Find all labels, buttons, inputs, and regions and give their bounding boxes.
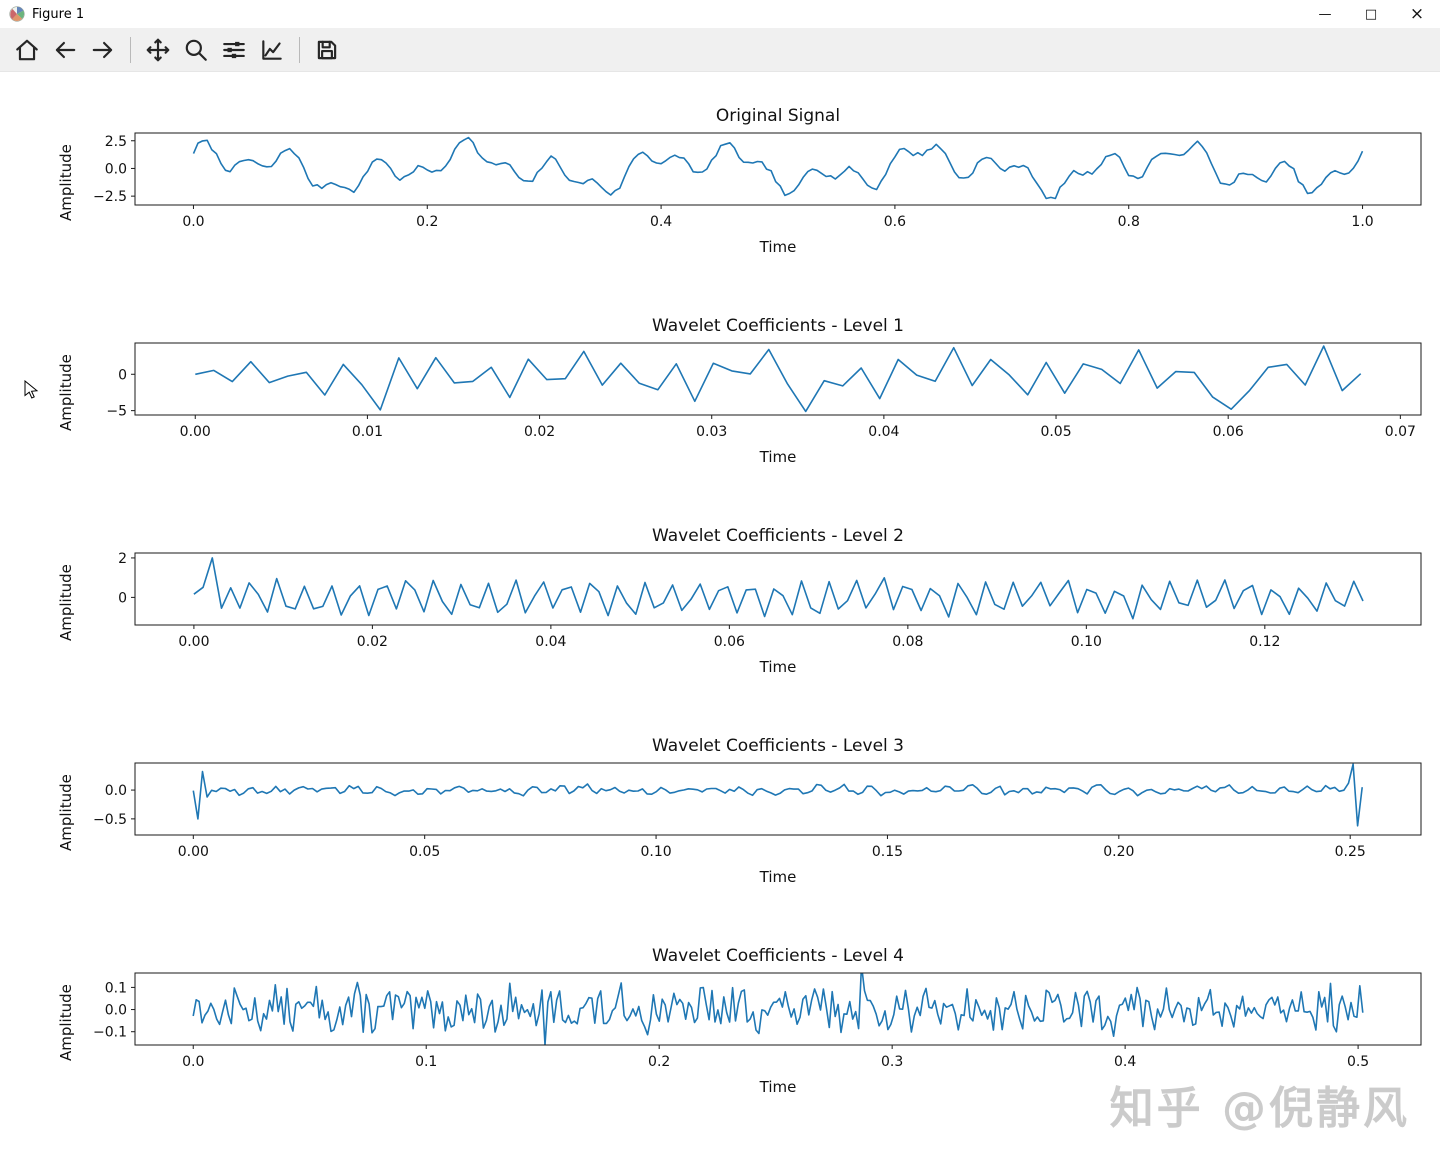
svg-text:0.06: 0.06 (714, 634, 745, 650)
svg-text:0.10: 0.10 (1071, 634, 1102, 650)
axes-wavelet-level-2[interactable]: 0.00 0.02 0.04 0.06 0.08 0.10 0.12 2 0 (0, 551, 1440, 655)
y-axis-label: Amplitude (57, 774, 75, 852)
svg-text:0.5: 0.5 (1347, 1054, 1369, 1070)
x-axis-label: Time (759, 1078, 797, 1096)
svg-text:0.02: 0.02 (524, 424, 555, 440)
svg-text:0.1: 0.1 (415, 1054, 437, 1070)
y-axis-label: Amplitude (57, 984, 75, 1062)
svg-text:0.0: 0.0 (182, 214, 204, 230)
chart-title: Wavelet Coefficients - Level 2 (652, 526, 904, 546)
svg-text:0: 0 (118, 590, 127, 606)
home-button[interactable] (9, 32, 45, 68)
chart-title: Wavelet Coefficients - Level 4 (652, 946, 904, 966)
svg-text:0.0: 0.0 (105, 783, 127, 799)
matplotlib-logo-icon (9, 6, 25, 22)
svg-text:0.3: 0.3 (881, 1054, 903, 1070)
subplot-wavelet-level-3: Wavelet Coefficients - Level 3 Amplitude… (0, 736, 1440, 886)
back-button[interactable] (47, 32, 83, 68)
customize-button[interactable] (254, 32, 290, 68)
floppy-save-icon (317, 40, 337, 59)
axes-wavelet-level-4[interactable]: 0.0 0.1 0.2 0.3 0.4 0.5 0.1 0.0 −0.1 (0, 971, 1440, 1075)
axes-original-signal[interactable]: 0.0 0.2 0.4 0.6 0.8 1.0 2.5 0.0 −2.5 (0, 131, 1440, 235)
window-titlebar[interactable]: Figure 1 — □ × (0, 0, 1440, 28)
x-axis-label: Time (759, 868, 797, 886)
svg-text:1.0: 1.0 (1351, 214, 1373, 230)
svg-text:0.0: 0.0 (105, 1003, 127, 1019)
svg-text:0.08: 0.08 (892, 634, 923, 650)
svg-text:0.10: 0.10 (640, 844, 671, 860)
chart-title: Wavelet Coefficients - Level 1 (652, 316, 904, 336)
svg-text:0.05: 0.05 (409, 844, 440, 860)
figure-canvas: Original Signal Amplitude 0.0 0.2 0.4 0.6 0.… (0, 106, 1440, 1096)
arrow-right-icon (92, 41, 113, 58)
pan-button[interactable] (140, 32, 176, 68)
svg-text:−2.5: −2.5 (93, 189, 127, 205)
maximize-button[interactable]: □ (1348, 0, 1394, 28)
svg-text:0.2: 0.2 (648, 1054, 670, 1070)
sliders-icon (223, 41, 245, 58)
subplot-wavelet-level-4: Wavelet Coefficients - Level 4 Amplitude… (0, 946, 1440, 1096)
svg-text:0.8: 0.8 (1118, 214, 1140, 230)
y-axis-label: Amplitude (57, 144, 75, 222)
chart-title: Wavelet Coefficients - Level 3 (652, 736, 904, 756)
subplot-original-signal: Original Signal Amplitude 0.0 0.2 0.4 0.6 0.… (0, 106, 1440, 256)
svg-text:2.5: 2.5 (105, 134, 127, 150)
svg-text:0: 0 (118, 367, 127, 383)
svg-text:0.15: 0.15 (872, 844, 903, 860)
svg-text:0.6: 0.6 (884, 214, 906, 230)
svg-text:2: 2 (118, 551, 127, 567)
svg-text:0.06: 0.06 (1213, 424, 1244, 440)
y-axis-label: Amplitude (57, 354, 75, 432)
svg-text:0.0: 0.0 (182, 1054, 204, 1070)
svg-text:−0.1: −0.1 (93, 1025, 127, 1041)
svg-text:0.1: 0.1 (105, 980, 127, 996)
line-chart-icon (262, 39, 282, 60)
svg-text:0.25: 0.25 (1335, 844, 1366, 860)
svg-text:0.04: 0.04 (868, 424, 899, 440)
zoom-button[interactable] (178, 32, 214, 68)
toolbar-separator (299, 36, 300, 63)
axes-wavelet-level-3[interactable]: 0.00 0.05 0.10 0.15 0.20 0.25 0.0 −0.5 (0, 761, 1440, 865)
svg-text:0.05: 0.05 (1040, 424, 1071, 440)
svg-text:0.2: 0.2 (416, 214, 438, 230)
subplot-wavelet-level-1: Wavelet Coefficients - Level 1 Amplitude… (0, 316, 1440, 466)
x-axis-label: Time (759, 448, 797, 466)
toolbar-separator (130, 36, 131, 63)
close-button[interactable]: × (1394, 0, 1440, 28)
svg-text:0.01: 0.01 (352, 424, 383, 440)
x-axis-label: Time (759, 238, 797, 256)
minimize-button[interactable]: — (1302, 0, 1348, 28)
x-axis-label: Time (759, 658, 797, 676)
svg-text:−0.5: −0.5 (93, 812, 127, 828)
home-icon (16, 39, 38, 60)
subplot-wavelet-level-2: Wavelet Coefficients - Level 2 Amplitude… (0, 526, 1440, 676)
window-title: Figure 1 (32, 6, 85, 22)
window-controls: — □ × (1302, 0, 1440, 28)
configure-subplots-button[interactable] (216, 32, 252, 68)
forward-button[interactable] (85, 32, 121, 68)
svg-text:0.00: 0.00 (180, 424, 211, 440)
svg-text:0.07: 0.07 (1385, 424, 1416, 440)
svg-text:0.04: 0.04 (535, 634, 566, 650)
svg-text:0.4: 0.4 (1114, 1054, 1136, 1070)
svg-text:0.00: 0.00 (178, 634, 209, 650)
svg-text:0.0: 0.0 (105, 161, 127, 177)
save-button[interactable] (309, 32, 345, 68)
arrow-left-icon (55, 41, 76, 58)
y-axis-label: Amplitude (57, 564, 75, 642)
svg-text:0.03: 0.03 (696, 424, 727, 440)
svg-text:0.12: 0.12 (1249, 634, 1280, 650)
pan-move-icon (146, 38, 170, 61)
chart-title: Original Signal (715, 106, 841, 126)
svg-text:0.20: 0.20 (1103, 844, 1134, 860)
svg-text:−5: −5 (106, 404, 127, 420)
svg-text:0.02: 0.02 (357, 634, 388, 650)
magnifier-icon (185, 39, 207, 61)
svg-text:0.00: 0.00 (178, 844, 209, 860)
figure-toolbar (0, 28, 1440, 72)
axes-wavelet-level-1[interactable]: 0.00 0.01 0.02 0.03 0.04 0.05 0.06 0.07 0 −5 (0, 341, 1440, 445)
svg-text:0.4: 0.4 (650, 214, 672, 230)
